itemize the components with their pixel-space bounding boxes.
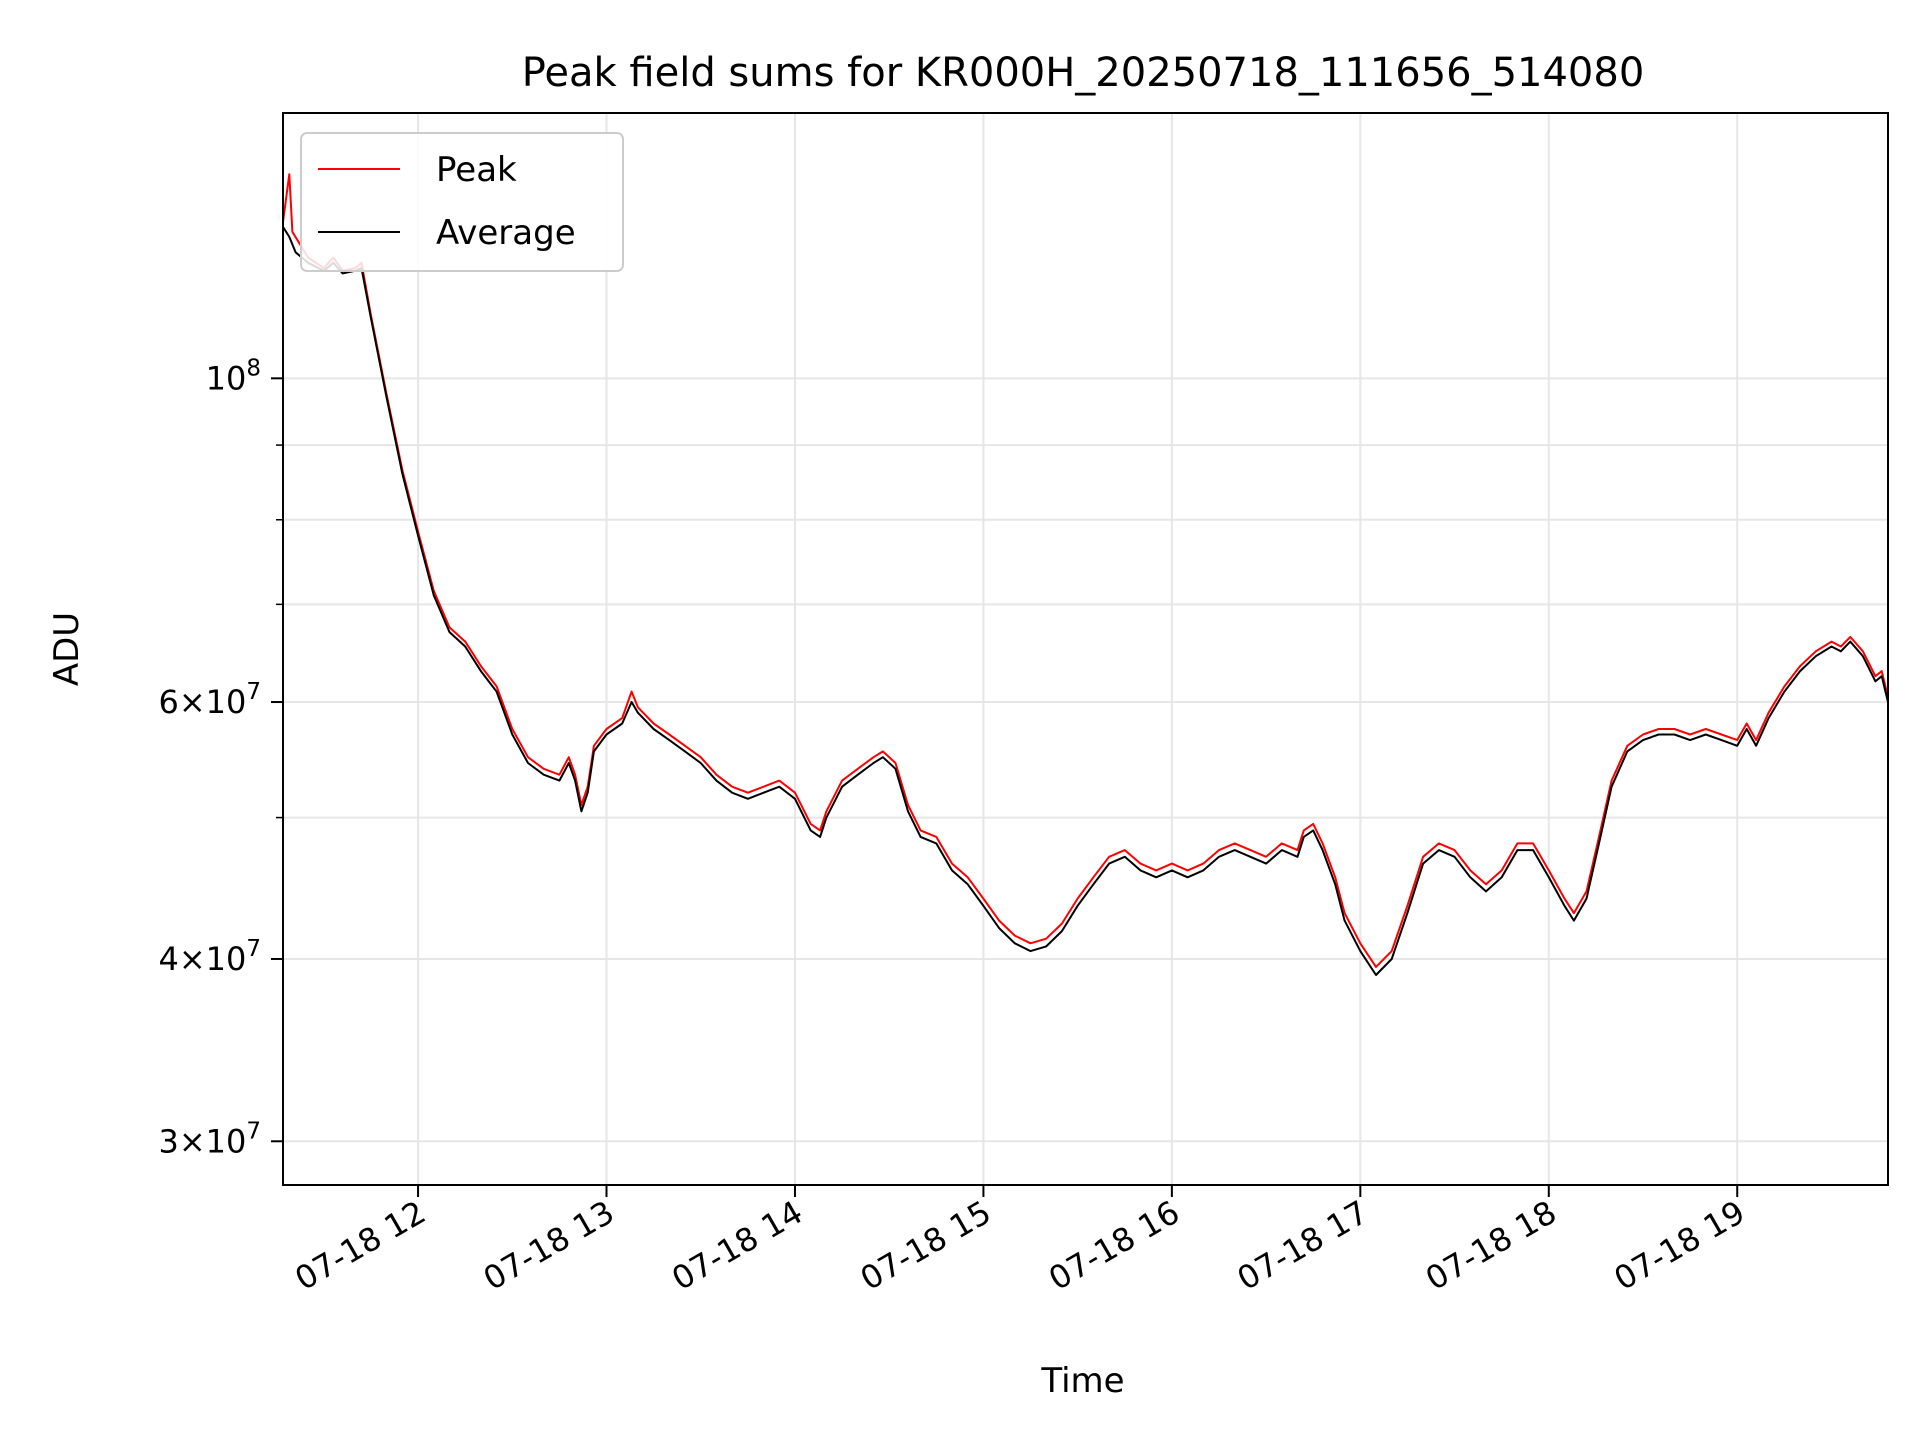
series-layer: [283, 173, 1888, 976]
plot-area: [283, 173, 1888, 976]
x-axis-label: Time: [1040, 1361, 1124, 1401]
chart-title: Peak field sums for KR000H_20250718_1116…: [522, 50, 1645, 96]
plot-frame: [282, 112, 1889, 1186]
y-tick-label: 3×107: [158, 1118, 261, 1160]
legend-box: [300, 132, 624, 272]
grid: [283, 113, 1888, 1185]
series-line-average: [283, 226, 1888, 976]
y-axis-label: ADU: [47, 612, 87, 686]
y-tick-label: 108: [206, 355, 261, 397]
legend: Peak Average: [300, 132, 624, 272]
y-tick-label: 6×107: [158, 679, 261, 721]
series-line-peak: [283, 173, 1888, 968]
legend-average-label: Average: [436, 213, 576, 253]
legend-peak-label: Peak: [436, 150, 517, 190]
y-axis-ticks: 108 6×107 4×107 3×107: [158, 355, 283, 1160]
y-tick-label: 4×107: [158, 936, 261, 978]
